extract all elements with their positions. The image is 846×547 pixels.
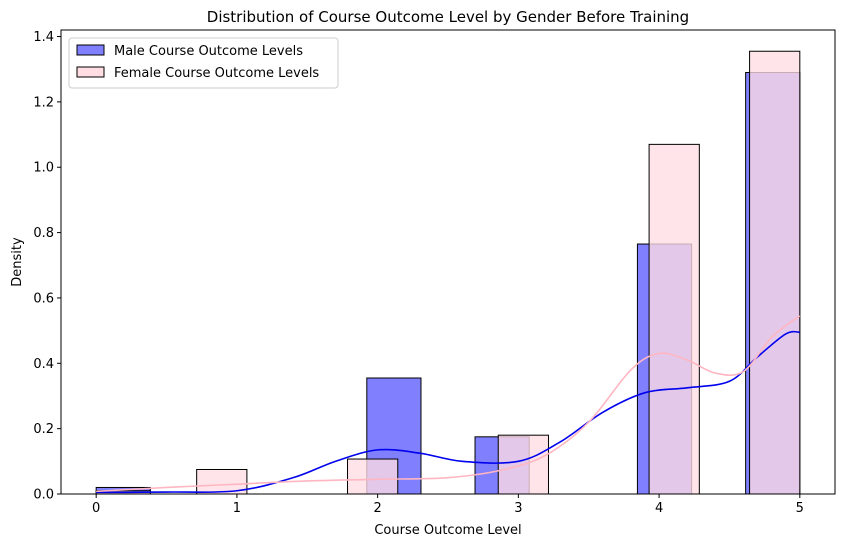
y-tick-label-4: 0.8 bbox=[33, 226, 54, 241]
legend-label-0: Male Course Outcome Levels bbox=[114, 44, 303, 59]
kde-line-series-1 bbox=[96, 315, 801, 493]
y-tick-label-5: 1.0 bbox=[33, 161, 54, 176]
x-axis: 0 1 2 3 4 5 bbox=[92, 494, 804, 516]
x-tick-label-2: 2 bbox=[373, 501, 381, 516]
x-tick-label-4: 4 bbox=[655, 501, 663, 516]
legend-swatch-0 bbox=[76, 44, 105, 56]
y-tick-label-6: 1.2 bbox=[33, 95, 54, 110]
y-tick-label-0: 0.0 bbox=[33, 488, 54, 503]
y-tick-label-1: 0.2 bbox=[33, 422, 54, 437]
x-tick-label-3: 3 bbox=[514, 501, 522, 516]
legend: Male Course Outcome Levels Female Course … bbox=[68, 37, 339, 89]
bars-layer bbox=[95, 50, 801, 495]
bar-series-1-bin-4 bbox=[648, 143, 700, 495]
y-axis: 0.0 0.2 0.4 0.6 0.8 1.0 1.2 1.4 bbox=[33, 30, 61, 503]
legend-swatch-1 bbox=[76, 66, 105, 78]
y-axis-label: Density bbox=[10, 237, 25, 287]
y-tick-label-7: 1.4 bbox=[33, 30, 54, 45]
x-tick-label-0: 0 bbox=[92, 501, 100, 516]
plot-frame bbox=[60, 29, 836, 495]
kde-layer bbox=[96, 315, 801, 494]
x-axis-label: Course Outcome Level bbox=[374, 523, 521, 538]
x-tick-label-1: 1 bbox=[233, 501, 241, 516]
chart-title: Distribution of Course Outcome Level by … bbox=[207, 8, 689, 26]
y-tick-label-3: 0.6 bbox=[33, 291, 54, 306]
y-tick-label-2: 0.4 bbox=[33, 357, 54, 372]
bar-series-1-bin-2 bbox=[347, 458, 399, 495]
legend-label-1: Female Course Outcome Levels bbox=[114, 66, 319, 81]
kde-line-series-0 bbox=[96, 330, 800, 494]
bar-series-1-bin-5 bbox=[749, 50, 801, 495]
x-tick-label-5: 5 bbox=[796, 501, 804, 516]
legend-box bbox=[68, 37, 339, 89]
